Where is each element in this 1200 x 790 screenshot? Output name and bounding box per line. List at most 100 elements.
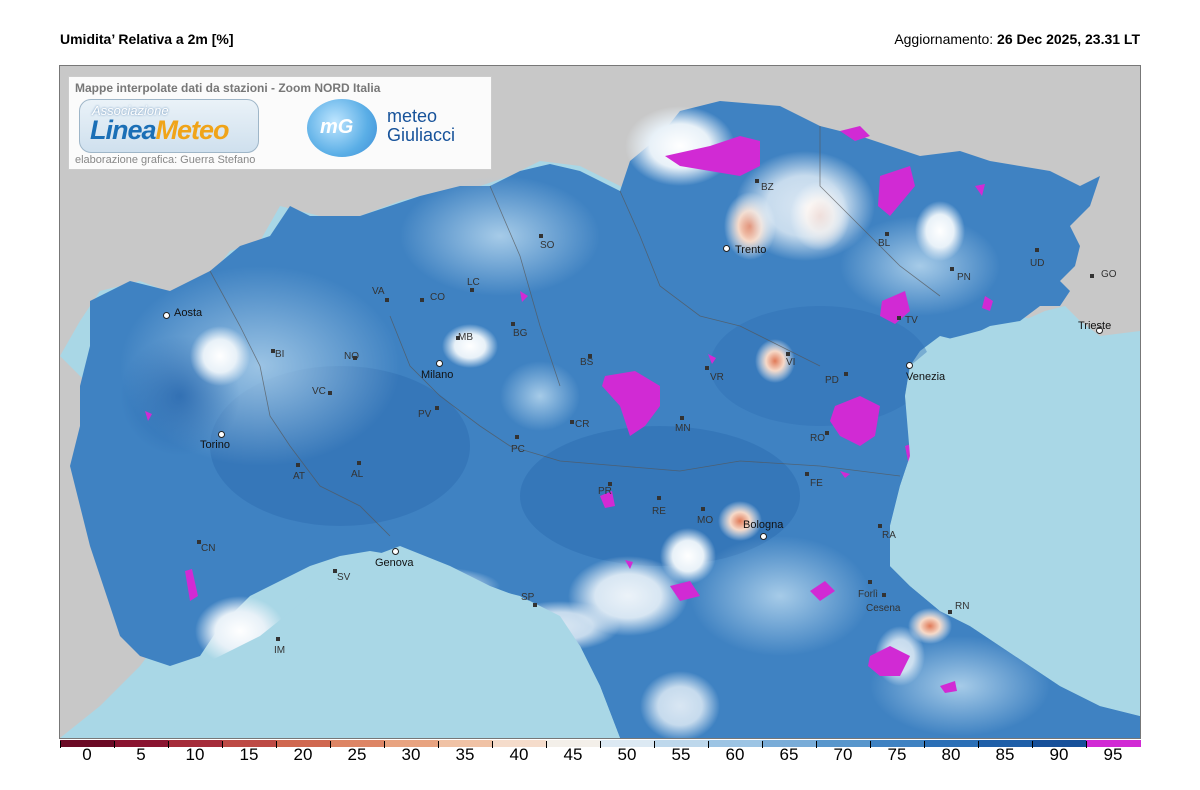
city-label-trento[interactable]: Trento: [735, 244, 767, 256]
colorbar-tick: [1086, 741, 1087, 748]
colorbar-tick: [762, 741, 763, 748]
colorbar-tick: [492, 741, 493, 748]
province-label-co: CO: [430, 292, 445, 303]
colorbar-tick: [708, 741, 709, 748]
colorbar-tick: [114, 741, 115, 748]
colorbar-tick: [276, 741, 277, 748]
colorbar-label: 60: [725, 745, 745, 764]
province-label-cn: CN: [201, 543, 216, 554]
logo-brand-top: Associazione: [92, 103, 169, 118]
province-label-pc: PC: [511, 444, 525, 455]
colorbar-segment: [168, 740, 223, 747]
colorbar-label: 15: [239, 745, 259, 764]
humidity-map[interactable]: Mappe interpolate dati da stazioni - Zoo…: [59, 65, 1141, 739]
colorbar-label: 50: [617, 745, 637, 764]
colorbar-segment: [330, 740, 385, 747]
province-label-vc: VC: [312, 386, 326, 397]
colorbar-segment: [924, 740, 979, 747]
city-label-torino[interactable]: Torino: [200, 439, 230, 451]
colorbar-segment: [816, 740, 871, 747]
province-label-sp: SP: [521, 592, 535, 603]
province-label-sv: SV: [337, 572, 351, 583]
colorbar-tick: [978, 741, 979, 748]
colorbar-segment: [654, 740, 709, 747]
credit-text: elaborazione grafica: Guerra Stefano: [75, 154, 256, 166]
colorbar-label: 0: [82, 745, 92, 764]
province-marker: [885, 232, 889, 236]
province-label-lc: LC: [467, 277, 480, 288]
province-label-im: IM: [274, 645, 286, 656]
province-marker: [825, 431, 829, 435]
colorbar-tick: [546, 741, 547, 748]
province-marker: [878, 524, 882, 528]
province-label-forli: Forlì: [858, 589, 878, 600]
province-marker: [539, 234, 543, 238]
colorbar-label: 75: [887, 745, 907, 764]
colorbar-tick: [384, 741, 385, 748]
city-marker-aosta: [163, 312, 170, 319]
province-marker: [868, 580, 872, 584]
colorbar-segment: [384, 740, 439, 747]
city-label-venezia[interactable]: Venezia: [906, 371, 946, 383]
colorbar-segment: [600, 740, 655, 747]
colorbar-label: 40: [509, 745, 529, 764]
logo-brand-main: LineaMeteo: [90, 115, 230, 146]
province-label-at: AT: [293, 471, 306, 482]
province-marker: [470, 288, 474, 292]
colorbar-segment: [492, 740, 547, 747]
meteogiuliacci-logo-text[interactable]: meteo Giuliacci: [387, 107, 455, 145]
province-marker: [333, 569, 337, 573]
province-marker: [680, 416, 684, 420]
province-marker: [1090, 274, 1094, 278]
city-marker-genova: [392, 548, 399, 555]
province-label-re: RE: [652, 506, 666, 517]
province-label-mo: MO: [697, 515, 714, 526]
city-label-aosta[interactable]: Aosta: [174, 307, 203, 319]
city-marker-trieste: [1096, 327, 1103, 334]
province-label-vi: VI: [786, 357, 796, 368]
colorbar-tick: [924, 741, 925, 748]
province-marker: [1035, 248, 1039, 252]
colorbar-tick: [168, 741, 169, 748]
province-marker: [570, 420, 574, 424]
province-label-cr: CR: [575, 419, 590, 430]
colorbar-label: 85: [995, 745, 1015, 764]
colorbar-label: 55: [671, 745, 691, 764]
map-subtitle: Mappe interpolate dati da stazioni - Zoo…: [75, 81, 381, 95]
mg-line2: Giuliacci: [387, 125, 456, 145]
city-marker-torino: [218, 431, 225, 438]
province-marker: [608, 482, 612, 486]
province-label-va: VA: [372, 286, 385, 297]
city-label-milano[interactable]: Milano: [421, 369, 454, 381]
colorbar-segment: [762, 740, 817, 747]
province-marker: [897, 316, 901, 320]
province-marker: [271, 349, 275, 353]
colorbar-segment: [60, 740, 115, 747]
colorbar-segment: [222, 740, 277, 747]
province-marker: [844, 372, 848, 376]
province-marker: [805, 472, 809, 476]
province-marker: [755, 179, 759, 183]
mg-line1: meteo: [387, 106, 438, 126]
colorbar-label: 80: [941, 745, 961, 764]
province-marker: [701, 507, 705, 511]
colorbar-tick: [438, 741, 439, 748]
colorbar-tick: [330, 741, 331, 748]
city-label-bologna[interactable]: Bologna: [743, 519, 784, 531]
province-label-rn: RN: [955, 601, 970, 612]
colorbar-tick: [816, 741, 817, 748]
province-marker: [353, 356, 357, 360]
province-label-al: AL: [351, 469, 364, 480]
province-marker: [950, 267, 954, 271]
province-marker: [197, 540, 201, 544]
province-marker: [420, 298, 424, 302]
city-label-genova[interactable]: Genova: [375, 557, 414, 569]
saturation-areas: [145, 126, 993, 693]
meteogiuliacci-logo-icon[interactable]: mG: [307, 99, 377, 157]
lineameteo-logo[interactable]: Associazione LineaMeteo: [79, 99, 259, 153]
city-label-trieste[interactable]: Trieste: [1078, 320, 1112, 332]
colorbar-label: 90: [1049, 745, 1069, 764]
province-label-pd: PD: [825, 375, 839, 386]
colorbar-label: 70: [833, 745, 853, 764]
province-label-mn: MN: [675, 423, 691, 434]
